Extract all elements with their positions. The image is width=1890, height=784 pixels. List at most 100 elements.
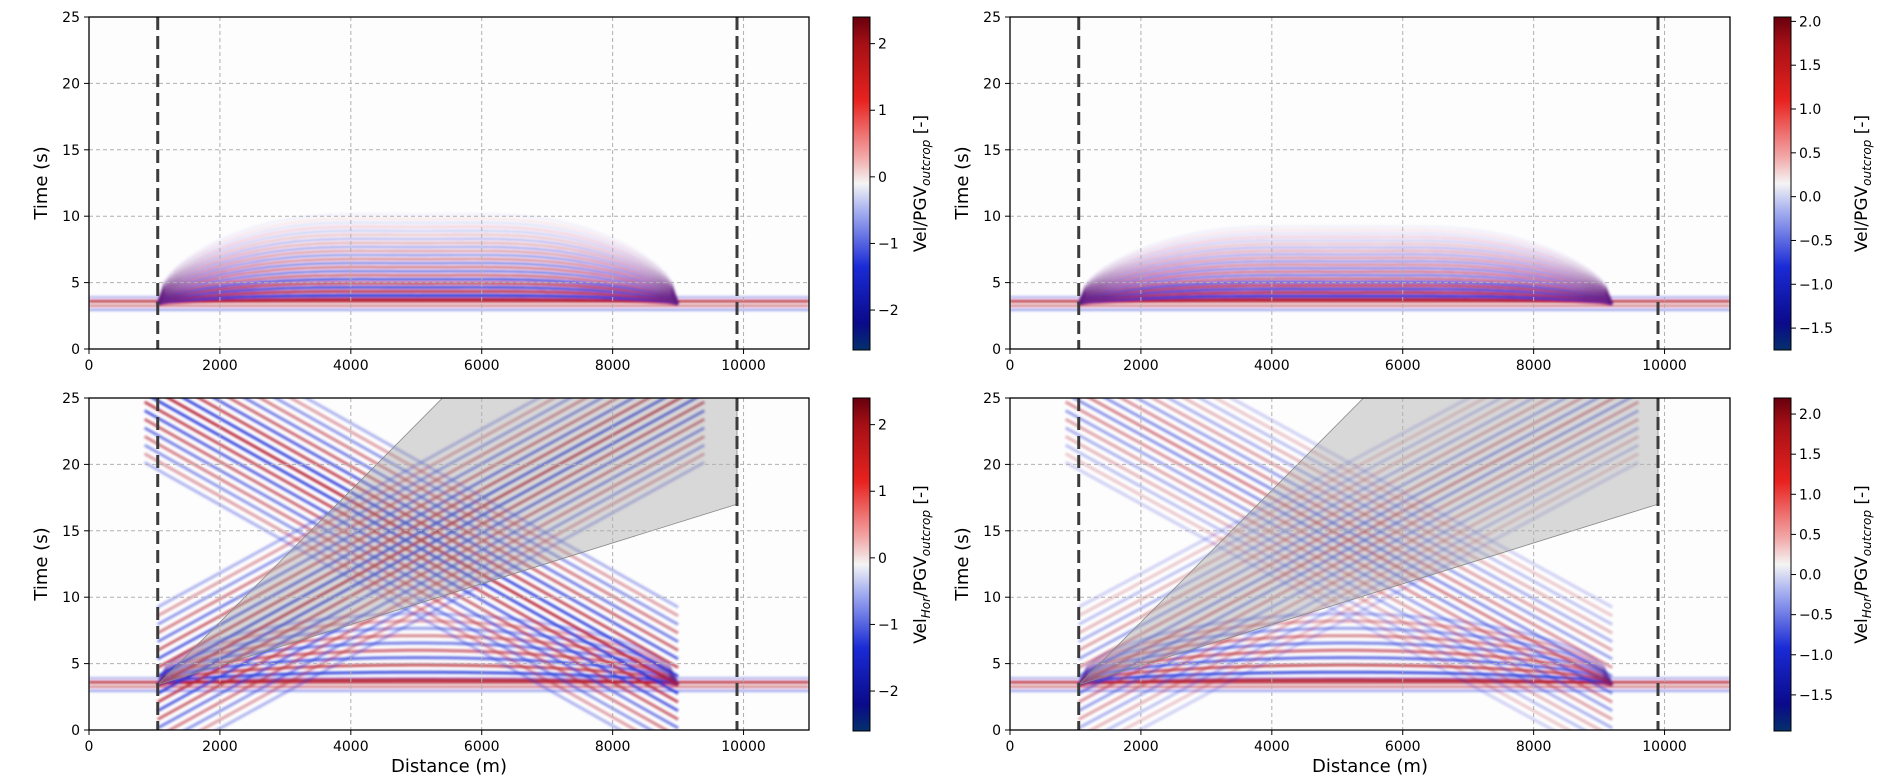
colorbar-label-subscript: outcrop: [919, 139, 933, 186]
x-tick-label: 8000: [1516, 739, 1552, 755]
colorbar-tick-label: 1.5: [1799, 58, 1821, 74]
right-going-wave: [157, 398, 542, 609]
left-going-wave: [288, 398, 679, 618]
colorbar-label-subscript: Hor: [1860, 596, 1874, 618]
right-going-wave: [157, 398, 605, 643]
y-tick-label: 25: [983, 391, 1001, 407]
right-going-wave: [1078, 426, 1640, 730]
reverberation-stripe: [156, 265, 680, 305]
wavefield: [89, 398, 809, 730]
colorbar-label-part: Vel/PGV: [1852, 185, 1872, 252]
reverberation-stripe: [157, 297, 679, 306]
reverberation-stripe: [1077, 284, 1614, 306]
colorbar-gradient: [1773, 16, 1792, 351]
reverberation-stripe: [1077, 242, 1614, 305]
reverberation-stripe: [156, 229, 680, 305]
x-tick-label: 4000: [333, 358, 369, 374]
colorbar: −2 −1 0 1 2 VelHor/PGVoutcrop [-]: [852, 397, 933, 732]
reverberation-stripe: [1078, 294, 1613, 306]
reverberation-stripe: [1077, 225, 1614, 305]
y-tick-label: 20: [983, 457, 1001, 473]
y-tick-label: 0: [71, 723, 80, 739]
y-axis-label: Time (s): [952, 527, 973, 601]
y-tick-label: 0: [992, 342, 1001, 358]
colorbar-tick-label: 2.0: [1799, 14, 1821, 30]
colorbar-tick-label: 2: [878, 37, 887, 53]
reverberation-stripe: [157, 289, 679, 306]
x-tick-label: 8000: [595, 358, 631, 374]
grid: [1010, 17, 1730, 349]
y-tick-label: 5: [71, 657, 80, 673]
left-going-wave: [1071, 398, 1613, 695]
right-going-wave: [1078, 398, 1504, 626]
reverberation-stripe: [156, 213, 680, 305]
colorbar-tick-label: 2: [878, 418, 887, 434]
reverberation-stripe: [156, 277, 680, 305]
x-tick-label: 0: [1006, 739, 1015, 755]
x-axis-label: Distance (m): [391, 756, 507, 777]
colorbar-label-part: [-]: [1852, 485, 1872, 510]
right-going-wave: [1078, 398, 1472, 609]
panel-bottom-right: 0 2000 4000 6000 8000 10000 0 5 10 15 20 25 Time (s)…: [952, 391, 1874, 777]
reverberation-stripe: [156, 225, 680, 305]
right-going-wave: [1120, 452, 1640, 730]
reverberation-stripe: [157, 670, 679, 687]
reverberation-stripe: [1077, 260, 1614, 305]
left-going-wave: [1064, 435, 1603, 730]
right-going-wave: [157, 418, 705, 721]
colorbar-gradient: [852, 16, 871, 351]
x-tick-label: 0: [1006, 358, 1015, 374]
left-going-wave: [1064, 418, 1613, 721]
colorbar-gradient: [852, 397, 871, 732]
x-tick-label: 4000: [333, 739, 369, 755]
reverberation-stripe: [1077, 232, 1614, 305]
right-going-wave: [214, 461, 705, 730]
colorbar-tick-label: −1: [878, 617, 899, 633]
colorbar-label-subscript: outcrop: [1860, 510, 1874, 557]
left-going-wave: [211, 398, 679, 661]
right-going-wave: [1078, 409, 1640, 712]
left-going-wave: [143, 426, 679, 730]
grid: [89, 398, 809, 730]
wavefield-blur: [1010, 225, 1730, 311]
colorbar-tick-label: −1.0: [1799, 277, 1833, 293]
right-going-wave: [1104, 443, 1640, 730]
right-going-wave: [157, 398, 699, 695]
colorbar-tick-label: 1.5: [1799, 447, 1821, 463]
right-going-wave: [198, 452, 705, 730]
right-going-wave: [1078, 398, 1633, 695]
reverberation-stripe: [156, 281, 680, 306]
right-going-wave: [1088, 435, 1640, 730]
left-going-wave: [1102, 398, 1613, 678]
x-tick-label: 10000: [721, 739, 766, 755]
right-going-wave: [157, 398, 621, 652]
x-tick-label: 4000: [1254, 358, 1290, 374]
left-going-wave: [1165, 398, 1613, 643]
x-tick-label: 0: [85, 358, 94, 374]
left-going-wave: [143, 461, 624, 730]
reverberation-stripe: [1077, 235, 1614, 305]
left-going-wave: [1064, 400, 1613, 704]
colorbar-tick-label: 0.5: [1799, 527, 1821, 543]
y-axis-label: Time (s): [31, 146, 52, 220]
left-going-wave: [165, 398, 679, 687]
x-tick-label: 2000: [1123, 739, 1159, 755]
left-going-wave: [1149, 398, 1613, 652]
shaded-region: [1078, 398, 1659, 686]
left-going-wave: [1064, 409, 1613, 712]
reverberation-stripe: [1077, 246, 1614, 305]
colorbar-tick-label: −2: [878, 303, 899, 319]
right-going-wave: [1078, 418, 1640, 721]
x-tick-label: 6000: [1385, 358, 1421, 374]
right-going-wave: [182, 443, 705, 730]
y-tick-label: 10: [62, 209, 80, 225]
right-going-wave: [1078, 398, 1537, 643]
colorbar-tick-label: −1: [878, 236, 899, 252]
right-going-wave: [157, 398, 589, 635]
x-tick-label: 2000: [202, 739, 238, 755]
x-tick-label: 6000: [464, 739, 500, 755]
left-going-wave: [1064, 426, 1613, 730]
x-tick-label: 6000: [1385, 739, 1421, 755]
colorbar-label-part: Vel/PGV: [911, 185, 931, 252]
wavefield: [1010, 398, 1730, 730]
